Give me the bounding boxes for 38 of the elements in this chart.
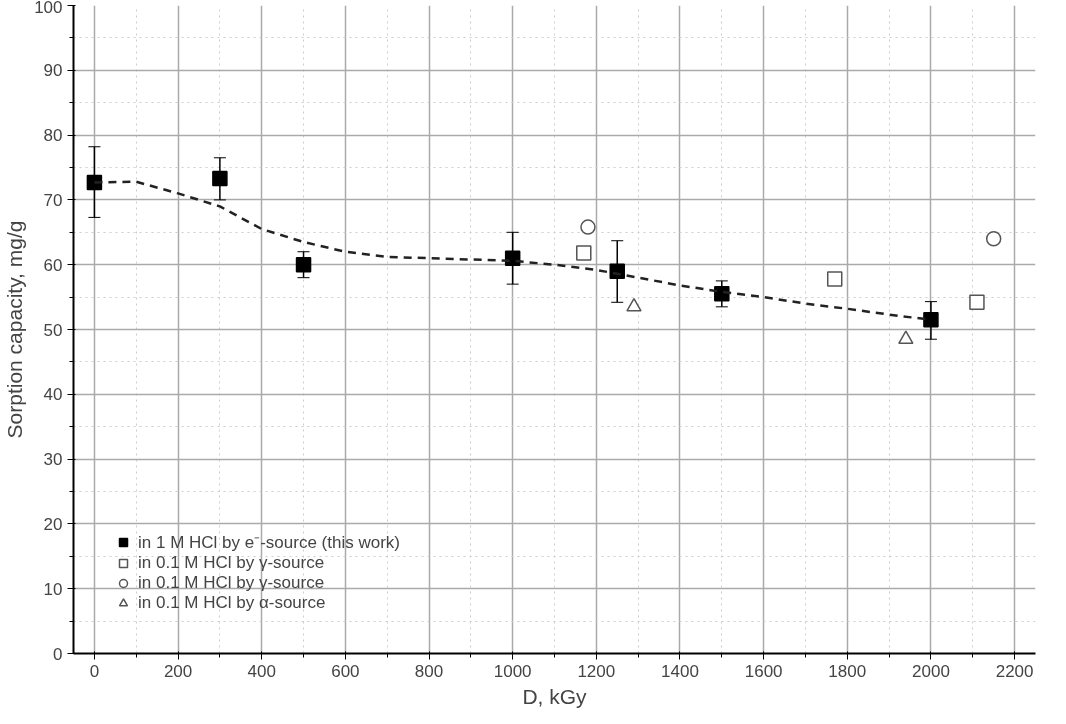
point [295, 256, 312, 273]
x-tick-label: 1000 [493, 661, 532, 681]
x-tick-label: 400 [247, 661, 276, 681]
y-tick-label: 100 [34, 0, 63, 17]
y-tick-label: 40 [43, 385, 63, 405]
legend-label: in 0.1 M HCl by α-source [138, 593, 326, 613]
x-tick-label: 2200 [995, 661, 1034, 681]
point [576, 245, 592, 261]
y-tick-label: 0 [53, 644, 63, 664]
x-tick-label: 1600 [744, 661, 783, 681]
point [985, 231, 1002, 247]
y-tick-label: 80 [43, 126, 63, 146]
y-tick-label: 70 [43, 190, 63, 210]
point [969, 294, 985, 311]
x-tick-label: 1800 [828, 661, 867, 681]
x-tick-label: 600 [331, 661, 360, 681]
y-tick-label: 10 [43, 579, 63, 599]
legend-label: in 1 M HCl by e⁻-source (this work) [138, 532, 401, 553]
x-tick-label: 1400 [661, 661, 699, 681]
x-tick-label: 800 [414, 661, 444, 681]
legend-label: in 0.1 M HCl by γ-source [138, 573, 325, 593]
y-tick-label: 50 [43, 320, 63, 340]
x-tick-label: 200 [163, 661, 193, 681]
legend-label: in 0.1 M HCl by γ-source [138, 553, 325, 573]
x-tick-label: 2000 [912, 661, 950, 681]
y-tick-label: 20 [43, 514, 63, 534]
point [898, 330, 914, 345]
point [923, 312, 939, 328]
y-tick-label: 60 [43, 255, 63, 275]
point [826, 271, 843, 287]
point [212, 170, 228, 187]
x-tick-label: 1200 [577, 661, 616, 681]
y-tick-label: 30 [43, 450, 63, 470]
x-tick-label: 0 [89, 661, 100, 681]
point [580, 219, 596, 235]
y-axis-title: Sorption capacity, mg/g [3, 220, 27, 439]
x-axis-title: D, kGy [522, 684, 588, 708]
y-tick-label: 90 [43, 61, 63, 81]
